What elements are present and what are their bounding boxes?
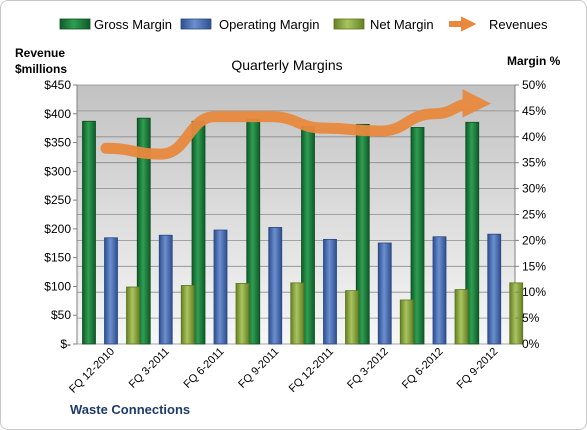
revenue-series [100,89,491,160]
right-axis-title: Margin % [507,54,561,68]
operating-margin-bar [323,238,337,345]
net-margin-bar [126,286,140,345]
legend-label-operating-margin: Operating Margin [219,17,319,32]
chart-title: Quarterly Margins [231,57,342,73]
left-axis-tick-label: $150 [44,251,71,265]
right-axis-tick-label: 5% [522,311,540,325]
gross-margin-bar [355,123,370,345]
net-margin-bar [399,299,414,345]
gross-margin-bar [465,121,480,345]
left-axis: $- $50 $100 $150 $200 $250 $300 $350 $400 $450 [44,78,77,351]
net-margin-bar [454,289,469,345]
operating-margin-bar [487,233,502,345]
legend-item-net-margin: Net Margin [333,17,434,32]
category-label: FQ 12-2011 [287,346,336,395]
left-axis-title-line2: $millions [15,62,67,76]
gross-margin-bar [82,120,96,345]
operating-margin-bar [158,234,173,345]
right-axis-tick-label: 15% [522,259,546,273]
legend-swatch-gross-margin [59,18,91,30]
right-axis: 0% 5% 10% 15% 20% 25% 30% 35% 40% 45% 50% [515,78,546,351]
left-axis-tick-label: $250 [44,193,71,207]
category-label: FQ 12-2010 [67,346,117,396]
right-axis-tick-label: 10% [522,285,546,299]
right-axis-tick-label: 20% [522,233,546,247]
legend-label-gross-margin: Gross Margin [94,17,172,32]
left-axis-tick-label: $100 [44,279,71,293]
operating-margin-bar [268,227,283,345]
category-label: FQ 3-2012 [345,346,391,392]
left-axis-title-line1: Revenue [15,46,65,60]
right-axis-tick-label: 30% [522,182,546,196]
footer-company: Waste Connections [70,402,190,417]
left-axis-tick-label: $- [60,337,71,351]
legend-item-operating-margin: Operating Margin [180,17,319,32]
category-label: FQ 9-2011 [236,346,281,391]
right-axis-tick-label: 40% [522,130,546,144]
left-axis-tick-label: $50 [51,308,71,322]
category-label: FQ 6-2011 [182,346,227,391]
gross-margin-bar [136,117,151,345]
legend-item-gross-margin: Gross Margin [59,17,172,32]
legend-swatch-net-margin [333,18,365,30]
legend-item-revenues: Revenues [449,16,548,32]
category-label: FQ 3-2011 [127,346,172,391]
right-axis-tick-label: 45% [522,104,546,118]
right-axis-tick-label: 25% [522,208,546,222]
category-label: FQ 9-2012 [455,346,501,392]
operating-margin-bar [377,242,392,345]
net-margin-bar [345,290,359,345]
left-axis-tick-label: $450 [44,78,71,92]
category-label: FQ 6-2012 [400,346,446,392]
revenues-line [100,89,491,160]
left-axis-tick-label: $200 [44,222,71,236]
net-margin-bar [235,282,250,345]
legend: Gross Margin Operating Margin Net Margin… [59,16,548,32]
operating-margin-bar [213,229,228,345]
bar-series [82,117,524,345]
operating-margin-bar [432,236,447,345]
category-axis: FQ 12-2010 FQ 3-2011 FQ 6-2011 FQ 9-2011 FQ … [67,346,500,396]
right-axis-tick-label: 50% [522,78,546,92]
left-axis-tick-label: $400 [44,107,71,121]
net-margin-bar [180,285,195,345]
right-axis-tick-label: 35% [522,156,546,170]
legend-label-revenues: Revenues [489,17,548,32]
left-axis-tick-label: $350 [44,136,71,150]
gross-margin-bar [410,127,425,345]
left-axis-tick-label: $300 [44,164,71,178]
operating-margin-bar [104,237,118,345]
legend-label-net-margin: Net Margin [370,17,434,32]
net-margin-bar [290,282,305,345]
legend-swatch-operating-margin [180,18,212,30]
right-axis-tick-label: 0% [522,337,540,351]
